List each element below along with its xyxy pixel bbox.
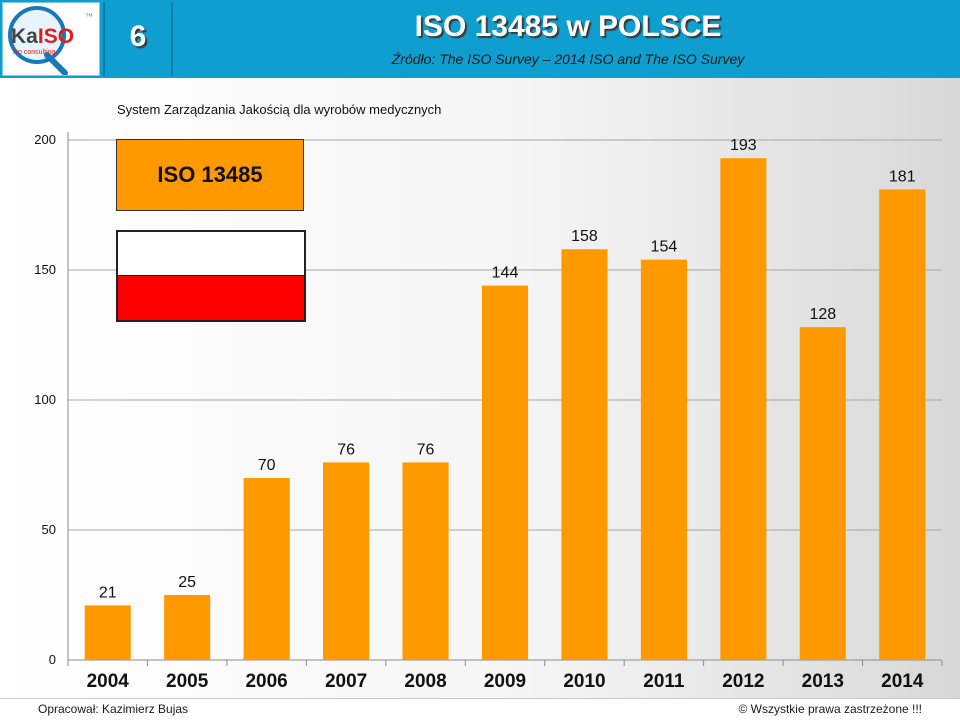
footer-author: Opracował: Kazimierz Bujas	[38, 702, 189, 716]
bar-2013	[799, 327, 846, 660]
logo-q-ring	[8, 6, 66, 64]
chart-title: System Zarządzania Jakością dla wyrobów …	[117, 102, 441, 117]
bar-2004	[84, 605, 131, 660]
data-label-2014: 181	[889, 168, 916, 185]
bar-2011	[640, 259, 687, 660]
x-tick-label-2005: 2005	[166, 671, 209, 692]
x-tick-label-2006: 2006	[245, 671, 287, 692]
logo-trademark: ™	[85, 12, 93, 21]
bar-2012	[720, 158, 767, 660]
bar-2008	[402, 462, 449, 660]
y-tick-label: 0	[49, 652, 56, 667]
logo-graphic: KaISO iso consulting ™	[8, 6, 93, 75]
logo-brand-text: KaISO	[11, 25, 74, 48]
data-label-2012: 193	[730, 137, 757, 154]
data-label-2013: 128	[809, 306, 836, 323]
header-bar: KaISO iso consulting ™ 6 ISO 13485 w POL…	[0, 0, 960, 78]
x-tick-label-2004: 2004	[87, 671, 130, 692]
data-label-2008: 76	[417, 441, 435, 458]
data-label-2009: 144	[492, 265, 519, 282]
bar-2014	[879, 189, 926, 660]
bar-chart: System Zarządzania Jakością dla wyrobów …	[34, 102, 943, 692]
data-label-2006: 70	[258, 457, 276, 474]
y-tick-label: 200	[34, 132, 56, 147]
flag-red-stripe	[118, 276, 304, 320]
x-tick-label-2009: 2009	[484, 671, 526, 692]
data-label-2007: 76	[337, 441, 355, 458]
footer-copyright: © Wszystkie prawa zastrzeżone !!!	[738, 702, 922, 716]
logo-tagline: iso consulting	[13, 49, 56, 56]
flag-white-stripe	[118, 232, 304, 276]
y-tick-label: 150	[34, 262, 56, 277]
logo-q-tail	[44, 52, 68, 75]
kaiso-logo: KaISO iso consulting ™	[2, 2, 100, 76]
data-label-2004: 21	[99, 584, 117, 601]
bar-2007	[323, 462, 370, 660]
bar-2006	[243, 478, 290, 660]
x-tick-label-2008: 2008	[404, 671, 446, 692]
page-title: ISO 13485 w POLSCE	[414, 10, 722, 43]
slide-number: 6	[129, 20, 147, 53]
data-label-2010: 158	[571, 228, 598, 245]
poland-flag-icon	[116, 230, 306, 322]
x-tick-label-2013: 2013	[802, 671, 844, 692]
x-tick-label-2010: 2010	[563, 671, 605, 692]
legend-iso-13485: ISO 13485	[116, 139, 304, 211]
y-tick-label: 50	[42, 522, 56, 537]
bar-2009	[481, 285, 529, 660]
bar-2010	[561, 249, 608, 660]
data-label-2011: 154	[651, 239, 678, 256]
x-tick-label-2012: 2012	[722, 671, 764, 692]
page-subtitle: Źródło: The ISO Survey – 2014 ISO and Th…	[391, 51, 745, 67]
chart-area: System Zarządzania Jakością dla wyrobów …	[0, 78, 960, 698]
data-label-2005: 25	[178, 574, 196, 591]
x-tick-label-2007: 2007	[325, 671, 367, 692]
slide-number-box: 6	[103, 2, 173, 76]
bar-2005	[164, 595, 211, 660]
footer: Opracował: Kazimierz Bujas © Wszystkie p…	[0, 698, 960, 721]
x-tick-label-2011: 2011	[643, 671, 685, 692]
y-tick-label: 100	[34, 392, 56, 407]
x-tick-label-2014: 2014	[881, 671, 924, 692]
